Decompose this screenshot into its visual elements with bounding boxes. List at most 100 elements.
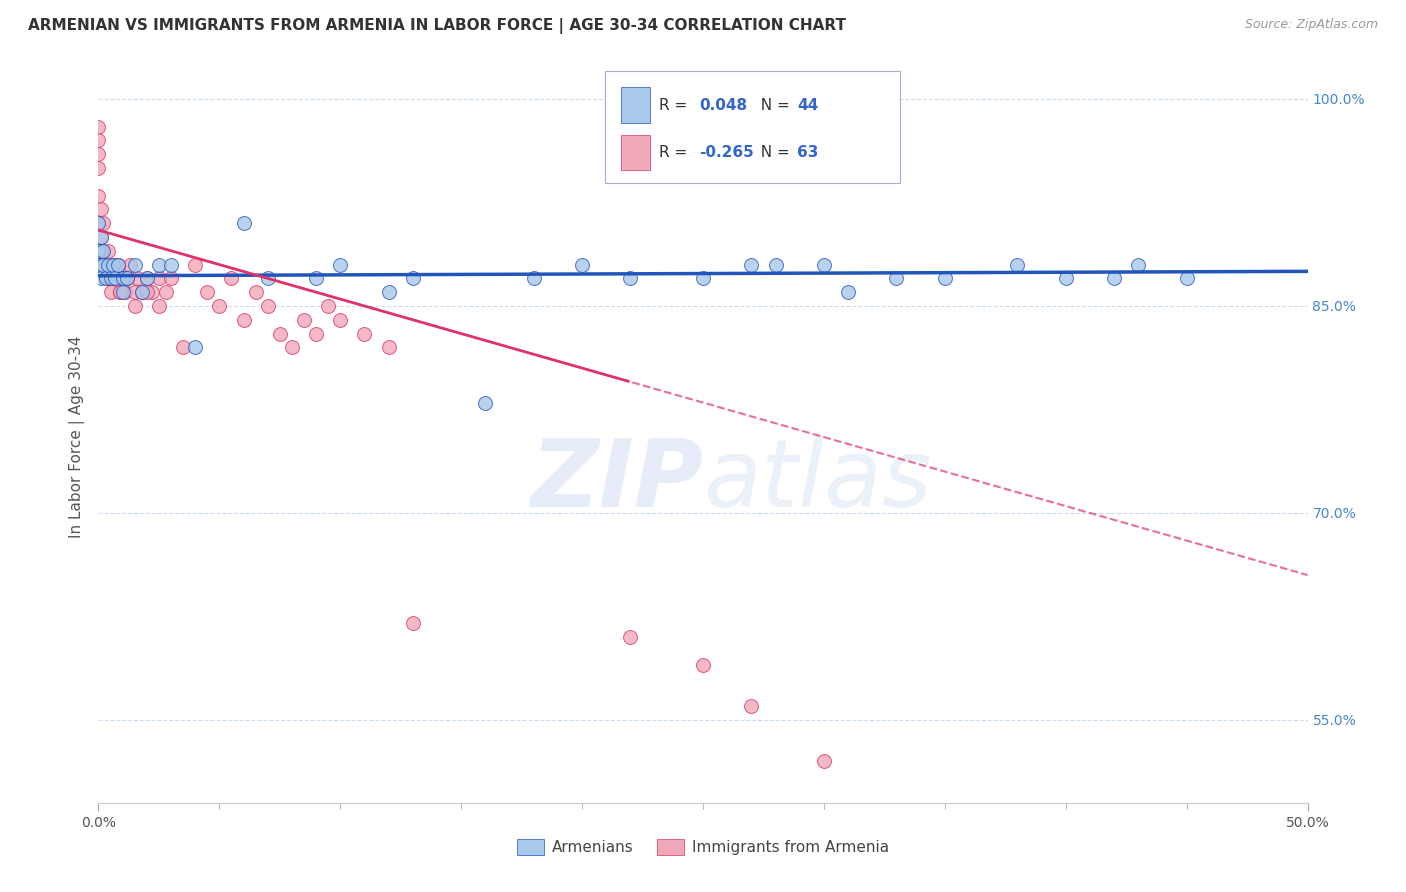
Point [87, 216, 110, 230]
Point [195, 285, 218, 300]
Point [101, 271, 124, 285]
Point [619, 271, 641, 285]
Point [377, 340, 399, 354]
Point [232, 312, 254, 326]
Point [571, 258, 593, 272]
Point [160, 271, 183, 285]
Point [619, 630, 641, 644]
Point [155, 285, 177, 300]
Point [934, 271, 956, 285]
Point [101, 258, 124, 272]
Point [281, 340, 304, 354]
Point [740, 258, 762, 272]
Point [87, 188, 110, 202]
Point [124, 285, 146, 300]
Point [100, 285, 122, 300]
Point [91, 244, 114, 258]
Point [329, 312, 352, 326]
Point [107, 258, 129, 272]
Legend: Armenians, Immigrants from Armenia: Armenians, Immigrants from Armenia [510, 833, 896, 861]
Point [108, 285, 131, 300]
Point [87, 120, 110, 134]
Point [316, 299, 339, 313]
Point [1128, 258, 1150, 272]
Point [148, 271, 170, 285]
Text: R =: R = [659, 145, 693, 160]
Point [765, 258, 787, 272]
Point [94, 258, 117, 272]
Point [131, 285, 153, 300]
Point [108, 285, 131, 300]
Point [292, 312, 315, 326]
Text: 0.048: 0.048 [699, 98, 747, 112]
Text: 63: 63 [797, 145, 818, 160]
Point [127, 271, 149, 285]
Point [94, 271, 117, 285]
Text: Source: ZipAtlas.com: Source: ZipAtlas.com [1244, 18, 1378, 31]
Point [118, 258, 141, 272]
Point [124, 299, 146, 313]
Point [94, 271, 117, 285]
Point [97, 244, 120, 258]
Point [117, 271, 139, 285]
Point [256, 299, 278, 313]
Text: 44: 44 [797, 98, 818, 112]
Point [256, 271, 278, 285]
Y-axis label: In Labor Force | Age 30-34: In Labor Force | Age 30-34 [69, 335, 84, 539]
Text: ARMENIAN VS IMMIGRANTS FROM ARMENIA IN LABOR FORCE | AGE 30-34 CORRELATION CHART: ARMENIAN VS IMMIGRANTS FROM ARMENIA IN L… [28, 18, 846, 34]
Point [402, 271, 425, 285]
Point [104, 271, 127, 285]
Point [148, 299, 170, 313]
Text: N =: N = [751, 98, 794, 112]
Text: R =: R = [659, 98, 693, 112]
Point [91, 216, 114, 230]
Point [353, 326, 375, 341]
Point [269, 326, 291, 341]
Point [87, 244, 110, 258]
Point [111, 271, 134, 285]
Point [523, 271, 546, 285]
Point [135, 285, 157, 300]
Point [184, 258, 207, 272]
Point [135, 271, 157, 285]
Point [97, 258, 120, 272]
Point [837, 285, 859, 300]
Point [104, 271, 127, 285]
Point [91, 244, 114, 258]
Point [90, 271, 112, 285]
Point [692, 657, 714, 672]
Point [111, 271, 134, 285]
Point [97, 271, 120, 285]
Point [305, 271, 328, 285]
Point [474, 395, 496, 409]
Point [245, 285, 267, 300]
Point [90, 258, 112, 272]
Text: -0.265: -0.265 [699, 145, 754, 160]
Text: atlas: atlas [703, 435, 931, 526]
Point [329, 258, 352, 272]
Point [208, 299, 231, 313]
Point [94, 258, 117, 272]
Point [1102, 271, 1125, 285]
Point [1175, 271, 1198, 285]
Text: N =: N = [751, 145, 794, 160]
Point [117, 271, 139, 285]
Point [131, 285, 153, 300]
Point [101, 258, 124, 272]
Point [87, 216, 110, 230]
Point [100, 271, 122, 285]
Point [87, 133, 110, 147]
Point [221, 271, 243, 285]
Point [135, 271, 157, 285]
Point [87, 258, 110, 272]
Point [141, 285, 163, 300]
Point [305, 326, 328, 341]
Point [107, 258, 129, 272]
Point [1007, 258, 1029, 272]
Point [172, 340, 194, 354]
Point [91, 258, 114, 272]
Point [124, 258, 146, 272]
Point [813, 755, 835, 769]
Point [117, 271, 139, 285]
Point [87, 147, 110, 161]
